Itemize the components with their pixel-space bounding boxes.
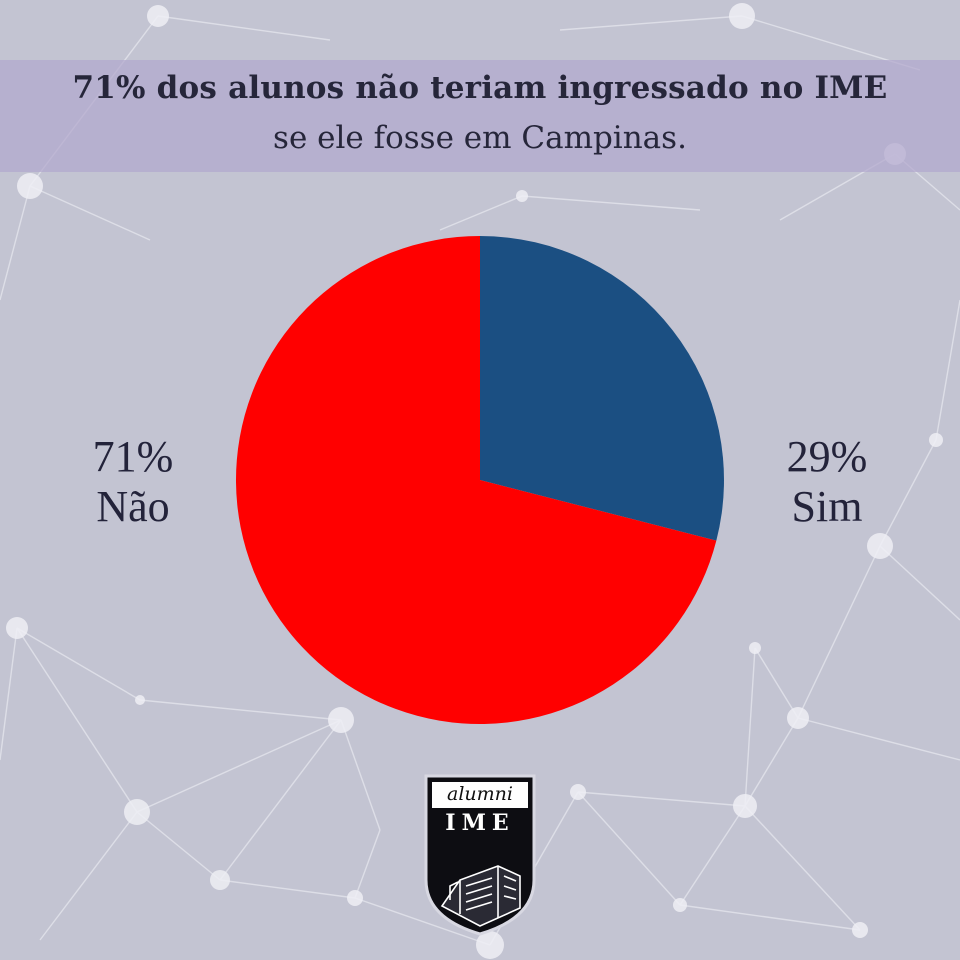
- slice-label-nao: 71% Não: [53, 432, 213, 532]
- chart-title-line2: se ele fosse em Campinas.: [273, 120, 687, 156]
- pie-slice-sim: [480, 236, 724, 541]
- alumni-ime-logo: alumni IME: [424, 774, 536, 936]
- slice-category-sim: Sim: [791, 482, 863, 531]
- slice-category-nao: Não: [96, 482, 170, 531]
- slice-percent-nao: 71%: [92, 432, 174, 481]
- slice-label-sim: 29% Sim: [747, 432, 907, 532]
- logo-text-ime: IME: [445, 810, 514, 836]
- chart-title-line1: 71% dos alunos não teriam ingressado no …: [72, 70, 888, 106]
- title-banner: [0, 60, 960, 172]
- slice-percent-sim: 29%: [786, 432, 868, 481]
- pie-slice-nao: [235, 236, 717, 725]
- building-icon: [440, 865, 521, 927]
- logo-text-alumni: alumni: [447, 783, 513, 805]
